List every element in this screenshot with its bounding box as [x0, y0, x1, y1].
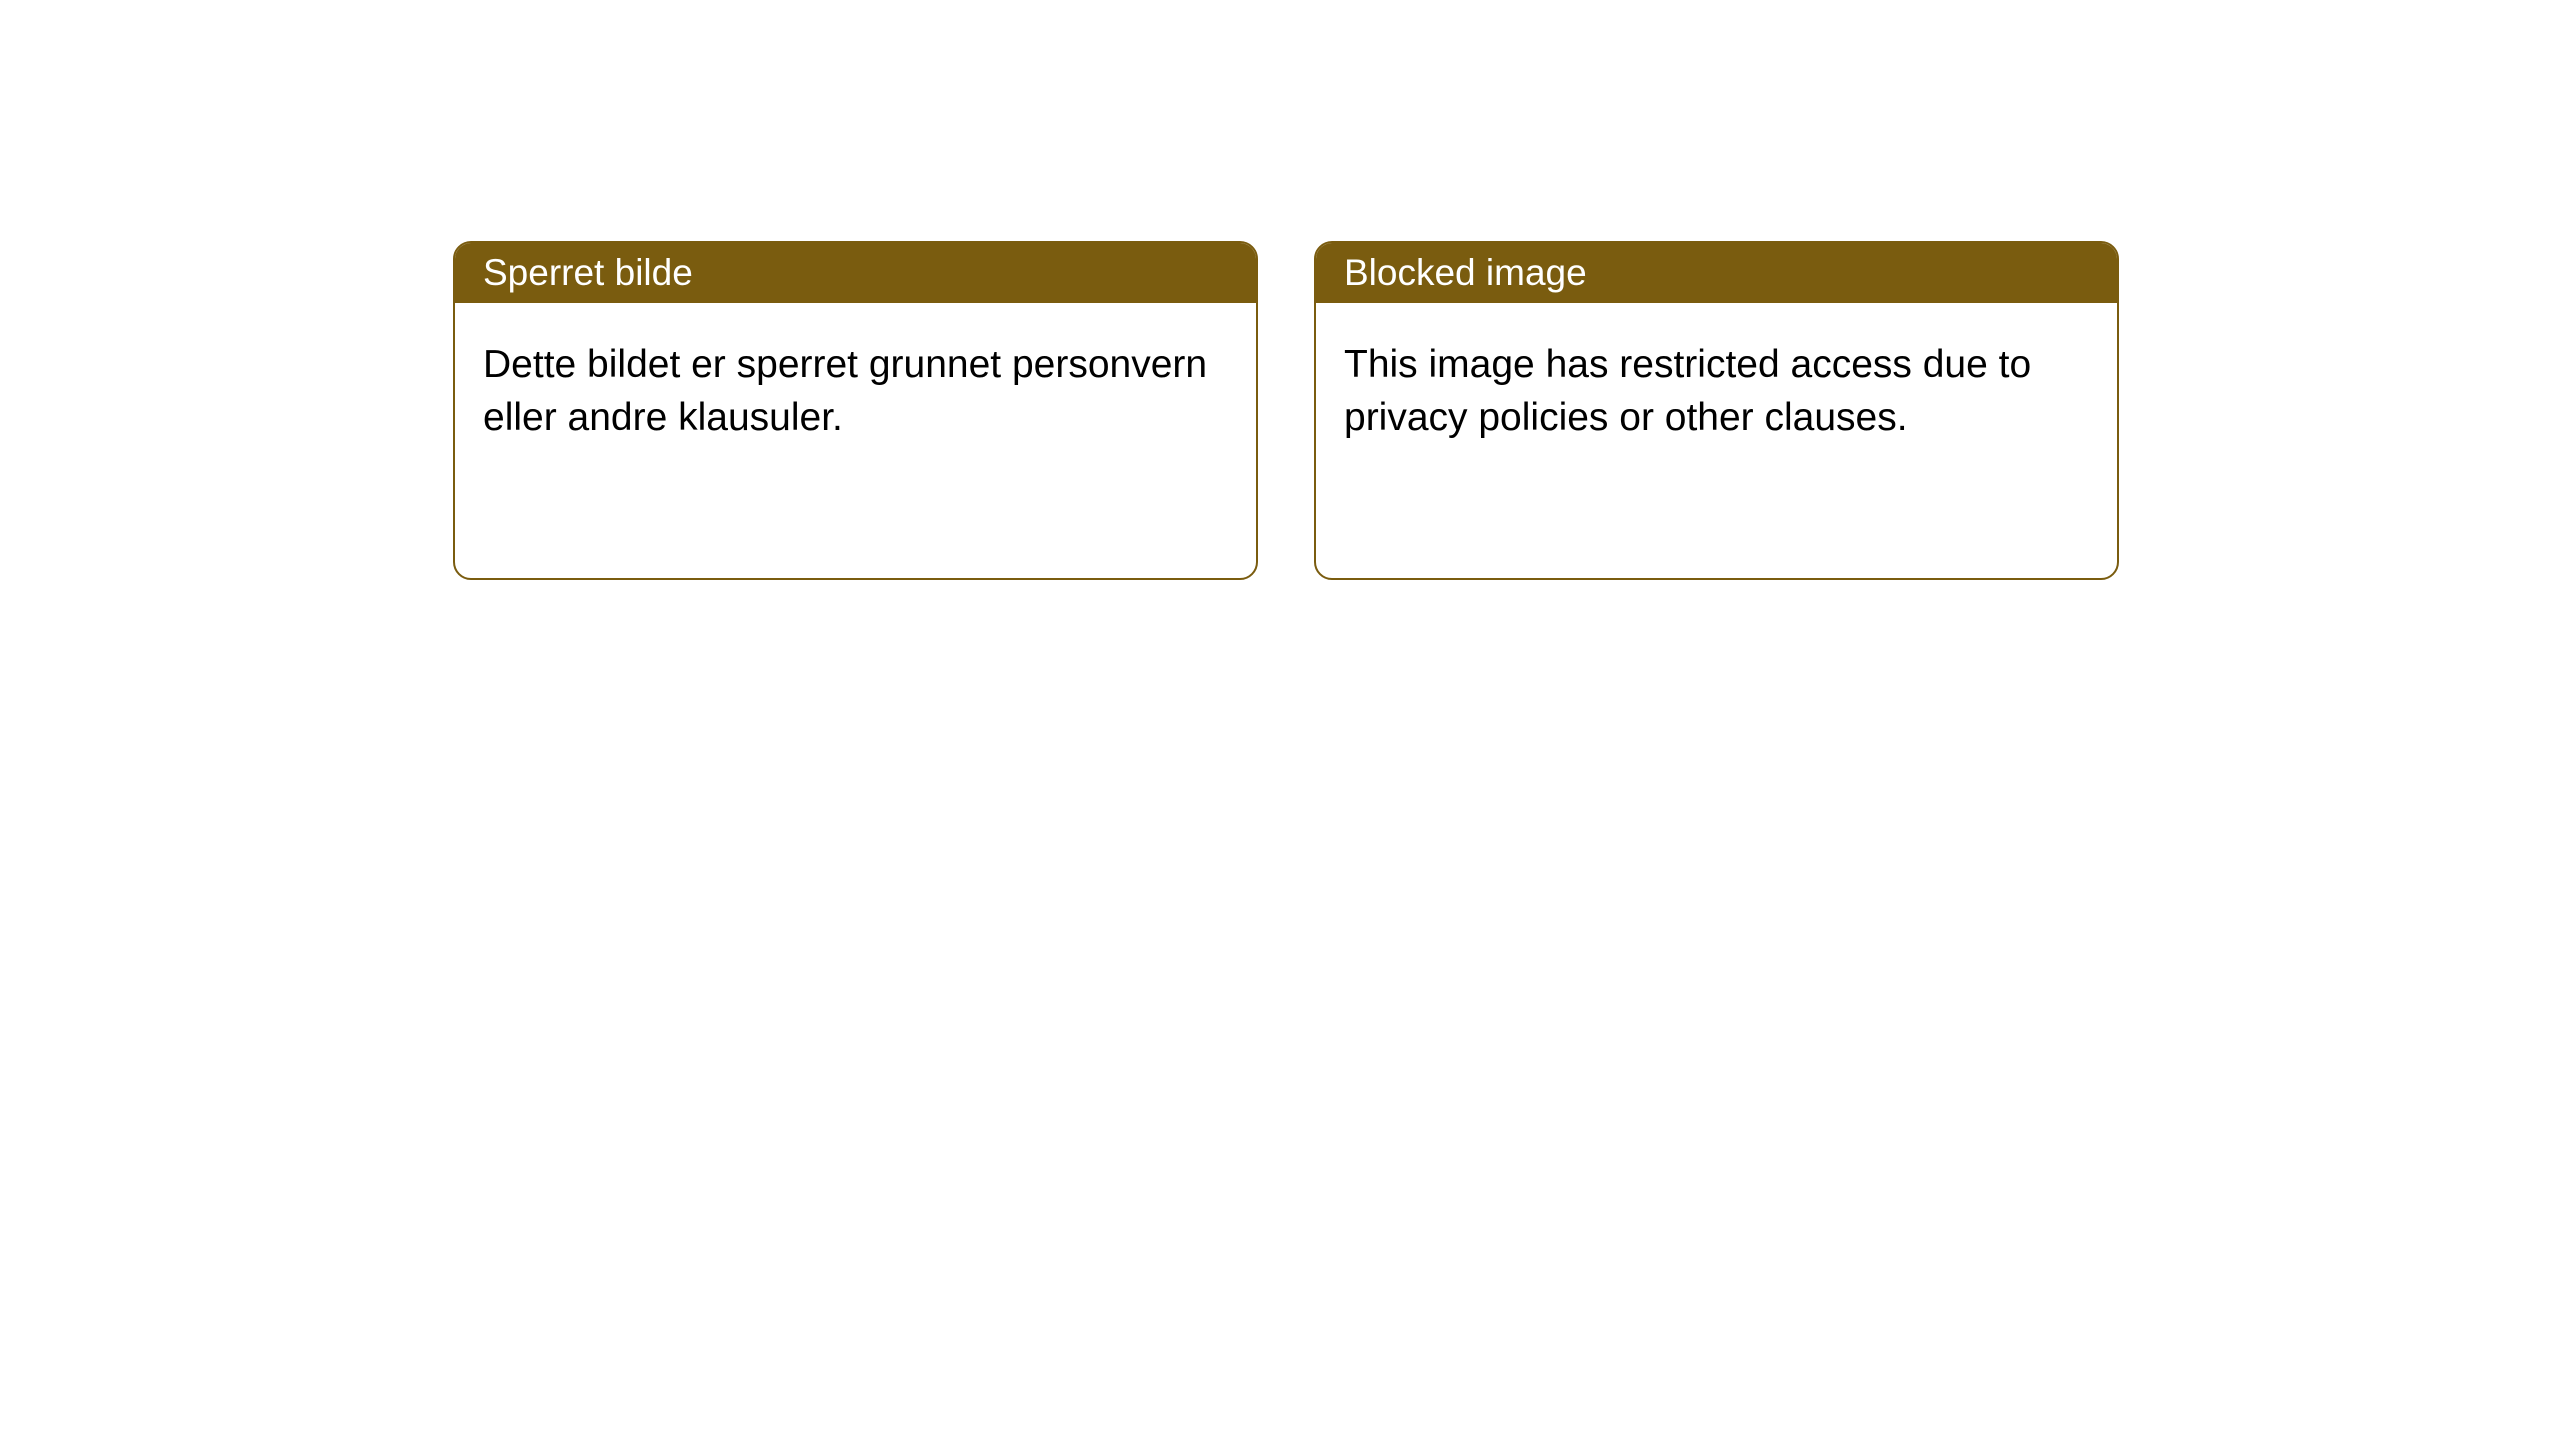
card-title-en: Blocked image — [1344, 252, 1587, 293]
card-title-no: Sperret bilde — [483, 252, 693, 293]
blocked-image-card-en: Blocked image This image has restricted … — [1314, 241, 2119, 580]
card-header-en: Blocked image — [1316, 243, 2117, 303]
card-body-text-no: Dette bildet er sperret grunnet personve… — [483, 343, 1207, 439]
card-body-no: Dette bildet er sperret grunnet personve… — [455, 303, 1256, 480]
card-container: Sperret bilde Dette bildet er sperret gr… — [0, 0, 2560, 580]
card-body-en: This image has restricted access due to … — [1316, 303, 2117, 480]
card-header-no: Sperret bilde — [455, 243, 1256, 303]
blocked-image-card-no: Sperret bilde Dette bildet er sperret gr… — [453, 241, 1258, 580]
card-body-text-en: This image has restricted access due to … — [1344, 343, 2031, 439]
